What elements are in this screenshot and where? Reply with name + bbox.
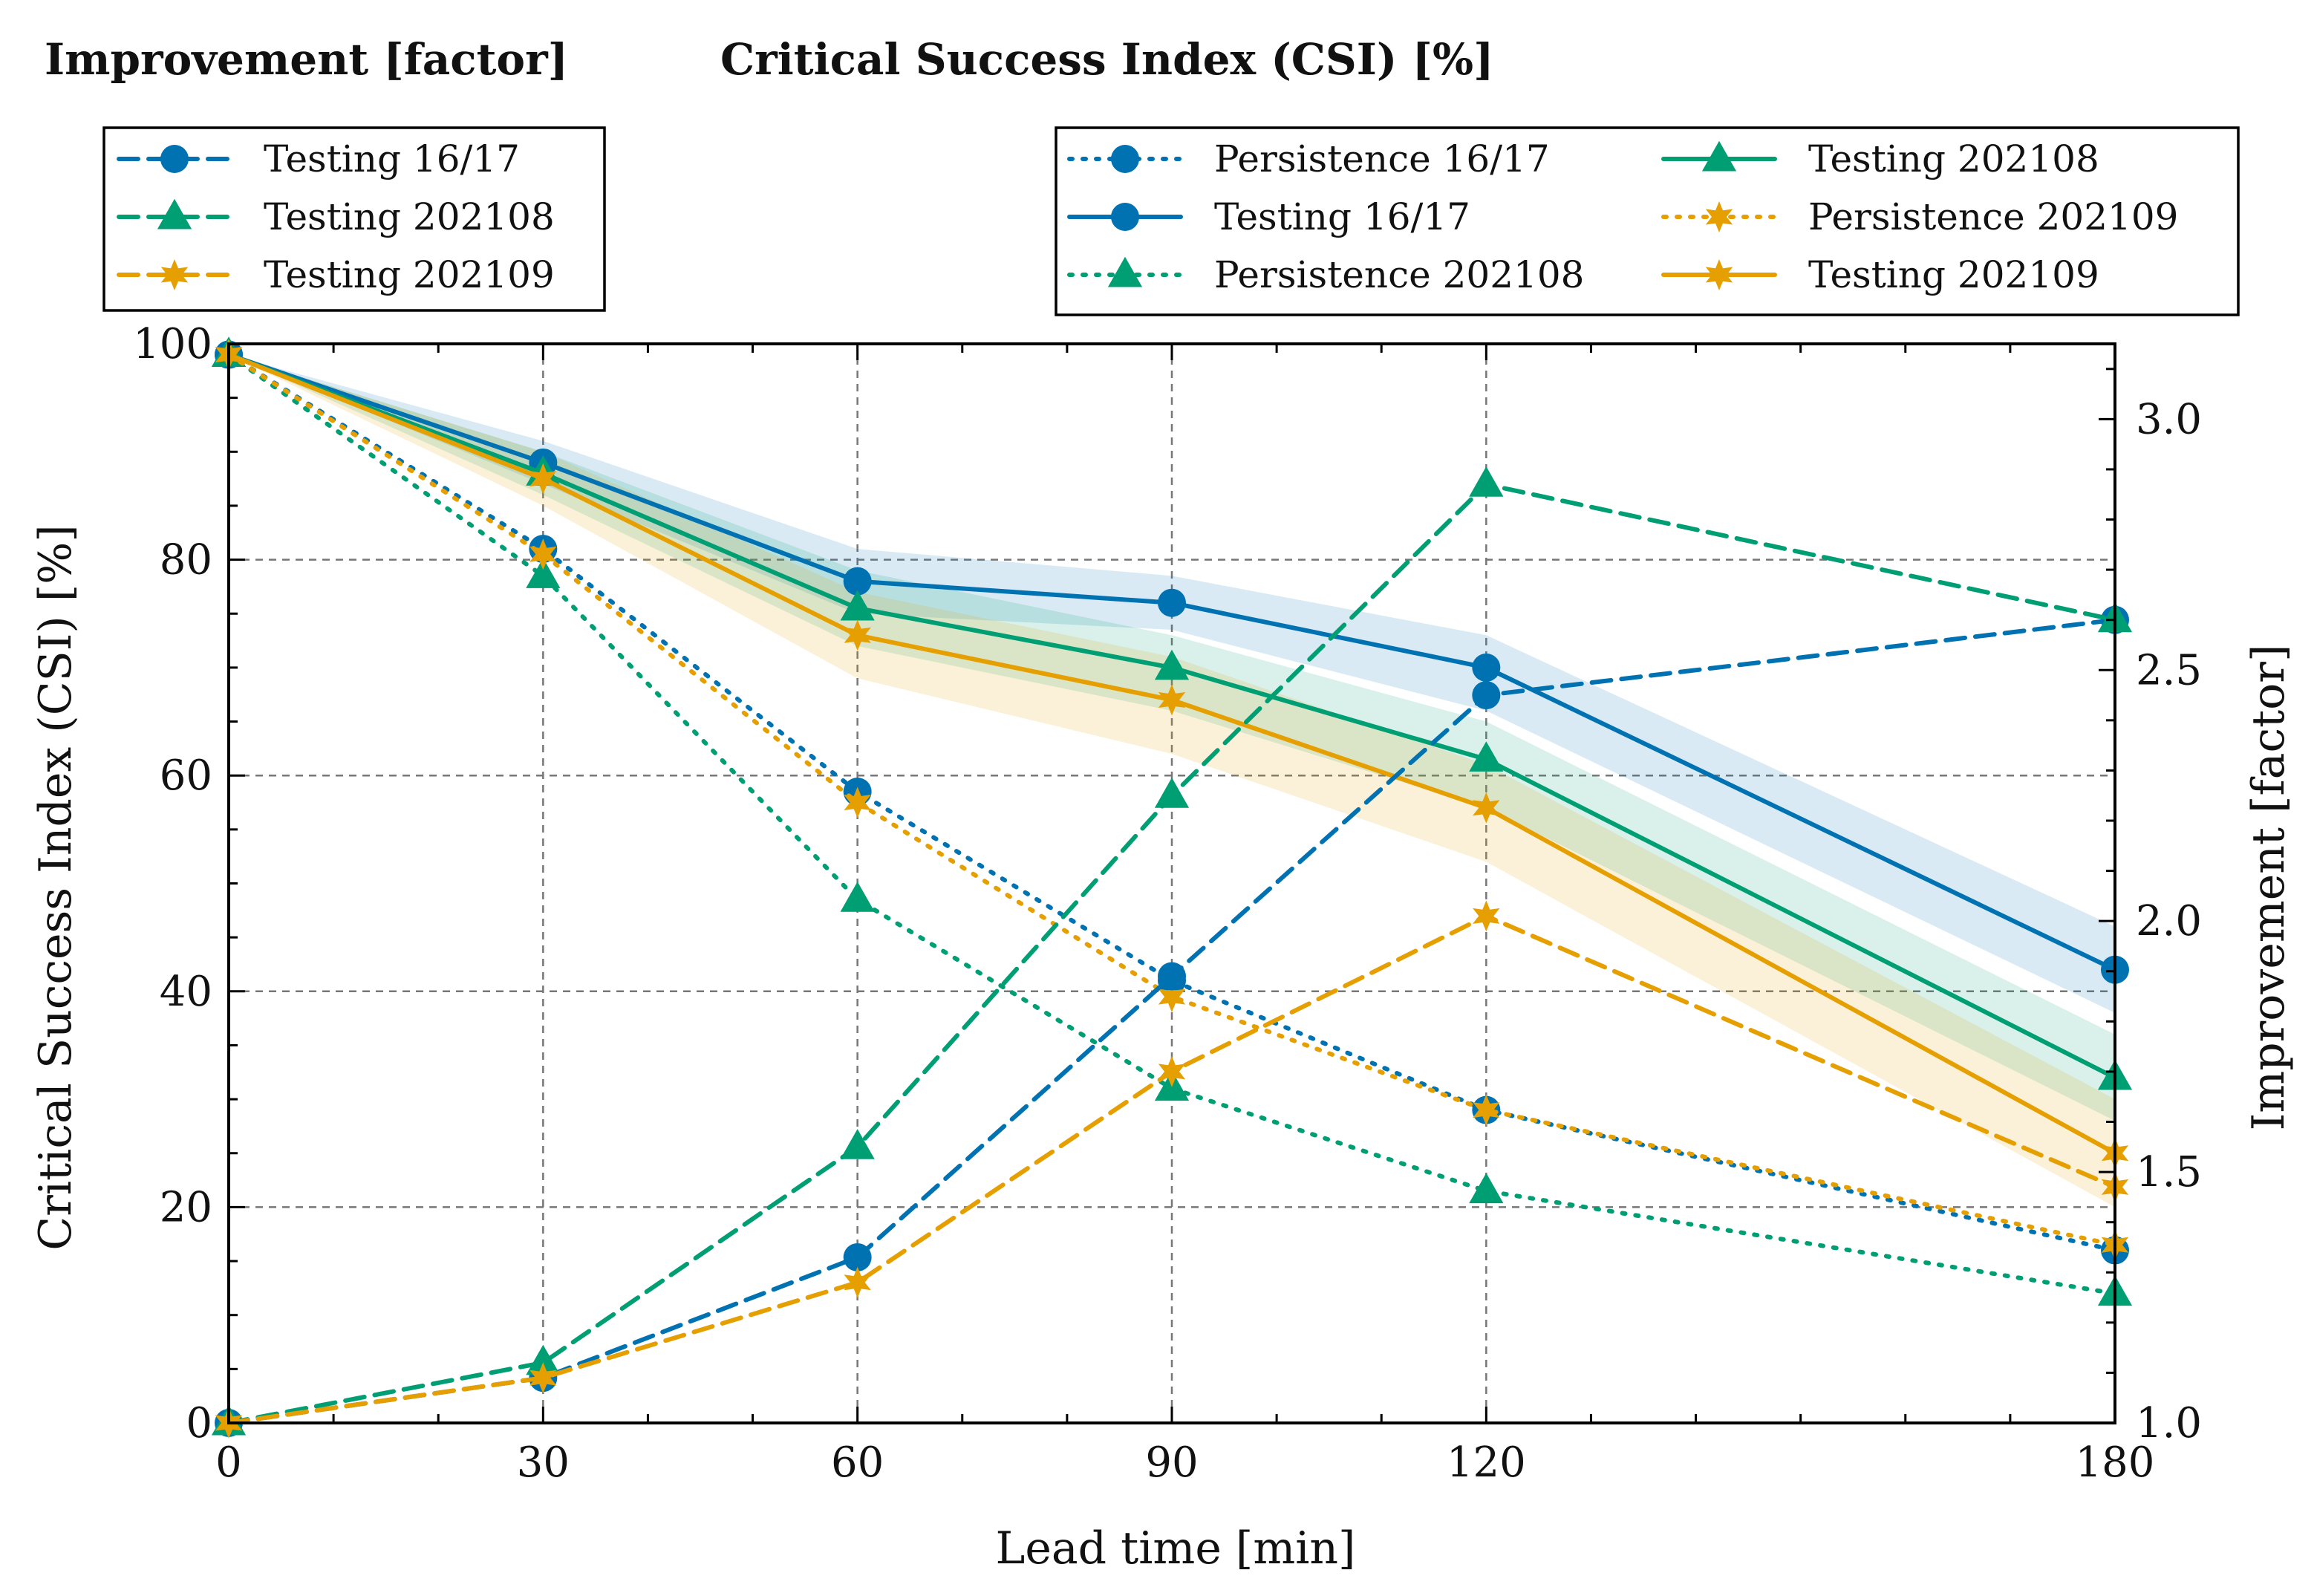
csi-header: Critical Success Index (CSI) [%]: [720, 34, 1494, 85]
improvement-point-testing-16-17: [843, 1242, 872, 1271]
x-tick-label: 0: [215, 1439, 242, 1487]
y-axis-label-right: Improvement [factor]: [2243, 645, 2295, 1131]
band-testing-202109: [229, 354, 2115, 1208]
csi-point-persistence-202109: [1158, 981, 1186, 1013]
legend-improvement: Testing 16/17 Testing 202108 Testing 20210…: [102, 126, 606, 312]
legend-entry-persistence-16-17: Persistence 16/17: [1067, 137, 1550, 180]
y-axis-label-left: Critical Success Index (CSI) [%]: [30, 524, 82, 1250]
y-tick-label-right: 2.5: [2136, 646, 2202, 694]
csi-line-testing-16-17: [226, 352, 2117, 972]
y-tick-label-left: 40: [160, 968, 212, 1016]
improvement-point-testing-16-17: [1158, 962, 1186, 991]
uncertainty-bands: [229, 354, 2115, 1208]
y-tick-label-left: 0: [186, 1399, 212, 1447]
legend-entry-testing-202109: Testing 202109: [1661, 253, 2099, 296]
csi-point-testing-16-17: [1472, 653, 1501, 682]
x-tick-label: 30: [517, 1439, 570, 1487]
csi-point-persistence-202108: [1469, 1173, 1504, 1204]
y-axis-left: 0 20 40 60 80 100: [133, 320, 245, 1447]
legend-entry-testing-16-17: Testing 16/17: [1067, 195, 1470, 238]
improvement-header: Improvement [factor]: [45, 34, 568, 85]
x-tick-label: 180: [2076, 1439, 2155, 1487]
legend-label: Testing 202108: [1808, 137, 2099, 180]
csi-point-testing-16-17: [843, 567, 872, 596]
y-tick-label-right: 1.0: [2136, 1399, 2202, 1447]
x-tick-label: 120: [1447, 1439, 1526, 1487]
improvement-point-testing-202109: [1158, 1055, 1186, 1087]
csi-line-testing-202109: [226, 352, 2117, 1156]
legend-entry-testing-202109: Testing 202109: [117, 253, 555, 296]
band-testing-202108: [229, 354, 2115, 1121]
csi-point-testing-202109: [1158, 684, 1186, 716]
y-tick-label-right: 3.0: [2136, 395, 2202, 443]
legend-csi-box: [1055, 126, 2240, 316]
csi-point-persistence-202109: [529, 538, 557, 570]
improvement-line-testing-202108: [226, 482, 2117, 1425]
improvement-point-testing-202108: [1154, 778, 1190, 808]
csi-point-persistence-202109: [1473, 1094, 1500, 1126]
legend-marker: [1705, 259, 1733, 290]
y-axis-right: 1.0 1.5 2.0 2.5 3.0: [2099, 368, 2202, 1447]
legend-marker: [1111, 145, 1139, 173]
legend-marker: [160, 259, 189, 290]
x-tick-label: 60: [831, 1439, 884, 1487]
plot-area: 0 30 60 90 120 180 0 20 40 60 80 100 1.0 1.5 2.0 2.5 3.0: [133, 320, 2202, 1487]
legend-label: Testing 202108: [264, 195, 555, 238]
y-tick-label-left: 20: [160, 1183, 212, 1231]
legend-label: Persistence 202109: [1808, 195, 2178, 238]
improvement-point-testing-16-17: [1472, 681, 1501, 710]
improvement-point-testing-202108: [840, 1129, 875, 1159]
legend-label: Persistence 16/17: [1214, 137, 1550, 180]
improvement-point-testing-202109: [529, 1362, 557, 1394]
legend-entry-testing-202108: Testing 202108: [1661, 137, 2099, 180]
legend-entry-persistence-202108: Persistence 202108: [1067, 253, 1584, 296]
legend-label: Persistence 202108: [1214, 253, 1584, 296]
legend-entry-testing-16-17: Testing 16/17: [117, 137, 520, 180]
improvement-point-testing-202109: [1473, 900, 1500, 932]
improvement-point-testing-202108: [526, 1344, 561, 1375]
legend-label: Testing 202109: [1808, 253, 2099, 296]
y-tick-label-left: 100: [133, 320, 212, 368]
x-axis-label: Lead time [min]: [996, 1522, 1356, 1574]
csi-point-persistence-202109: [844, 786, 871, 818]
csi-point-persistence-202108: [840, 882, 875, 912]
improvement-point-testing-202109: [844, 1266, 871, 1298]
csi-point-testing-202108: [1469, 741, 1504, 772]
csi-line-persistence-202109: [226, 352, 2117, 1248]
improvement-line-testing-202109: [226, 913, 2117, 1425]
csi-point-testing-202109: [844, 619, 871, 651]
y-tick-label-right: 1.5: [2136, 1148, 2202, 1196]
legend-marker: [157, 198, 192, 229]
csi-point-testing-202108: [840, 590, 875, 621]
csi-point-testing-202109: [529, 463, 557, 495]
legend-csi: Persistence 16/17 Testing 16/17 Persistenc…: [1055, 126, 2240, 316]
legend-marker: [1107, 256, 1143, 287]
csi-point-persistence-202108: [526, 558, 561, 588]
legend-entry-testing-202108: Testing 202108: [117, 195, 555, 238]
legend-marker: [160, 145, 189, 173]
grid: [229, 344, 2115, 1423]
csi-point-testing-16-17: [1158, 588, 1186, 617]
legend-marker: [1111, 203, 1139, 231]
csi-line-persistence-202108: [226, 352, 2117, 1296]
legend-marker: [1705, 201, 1733, 232]
legend-label: Testing 202109: [264, 253, 555, 296]
y-tick-label-right: 2.0: [2136, 897, 2202, 945]
y-tick-label-left: 60: [160, 752, 212, 800]
x-tick-label: 90: [1145, 1439, 1198, 1487]
y-tick-label-left: 80: [160, 536, 212, 584]
csi-line-testing-202108: [226, 352, 2117, 1081]
x-axis: 0 30 60 90 120 180: [215, 344, 2154, 1487]
csi-point-testing-202109: [1473, 792, 1500, 824]
legend-marker: [1701, 140, 1737, 172]
csi-point-testing-202108: [1154, 649, 1190, 680]
legend-label: Testing 16/17: [264, 137, 520, 180]
improvement-point-testing-202108: [1469, 466, 1504, 497]
legend-entry-persistence-202109: Persistence 202109: [1661, 195, 2178, 238]
legend-label: Testing 16/17: [1214, 195, 1470, 238]
band-testing-16-17: [229, 354, 2115, 1013]
csi-line-persistence-16-17: [226, 352, 2117, 1253]
improvement-line-testing-16-17: [226, 617, 2117, 1425]
